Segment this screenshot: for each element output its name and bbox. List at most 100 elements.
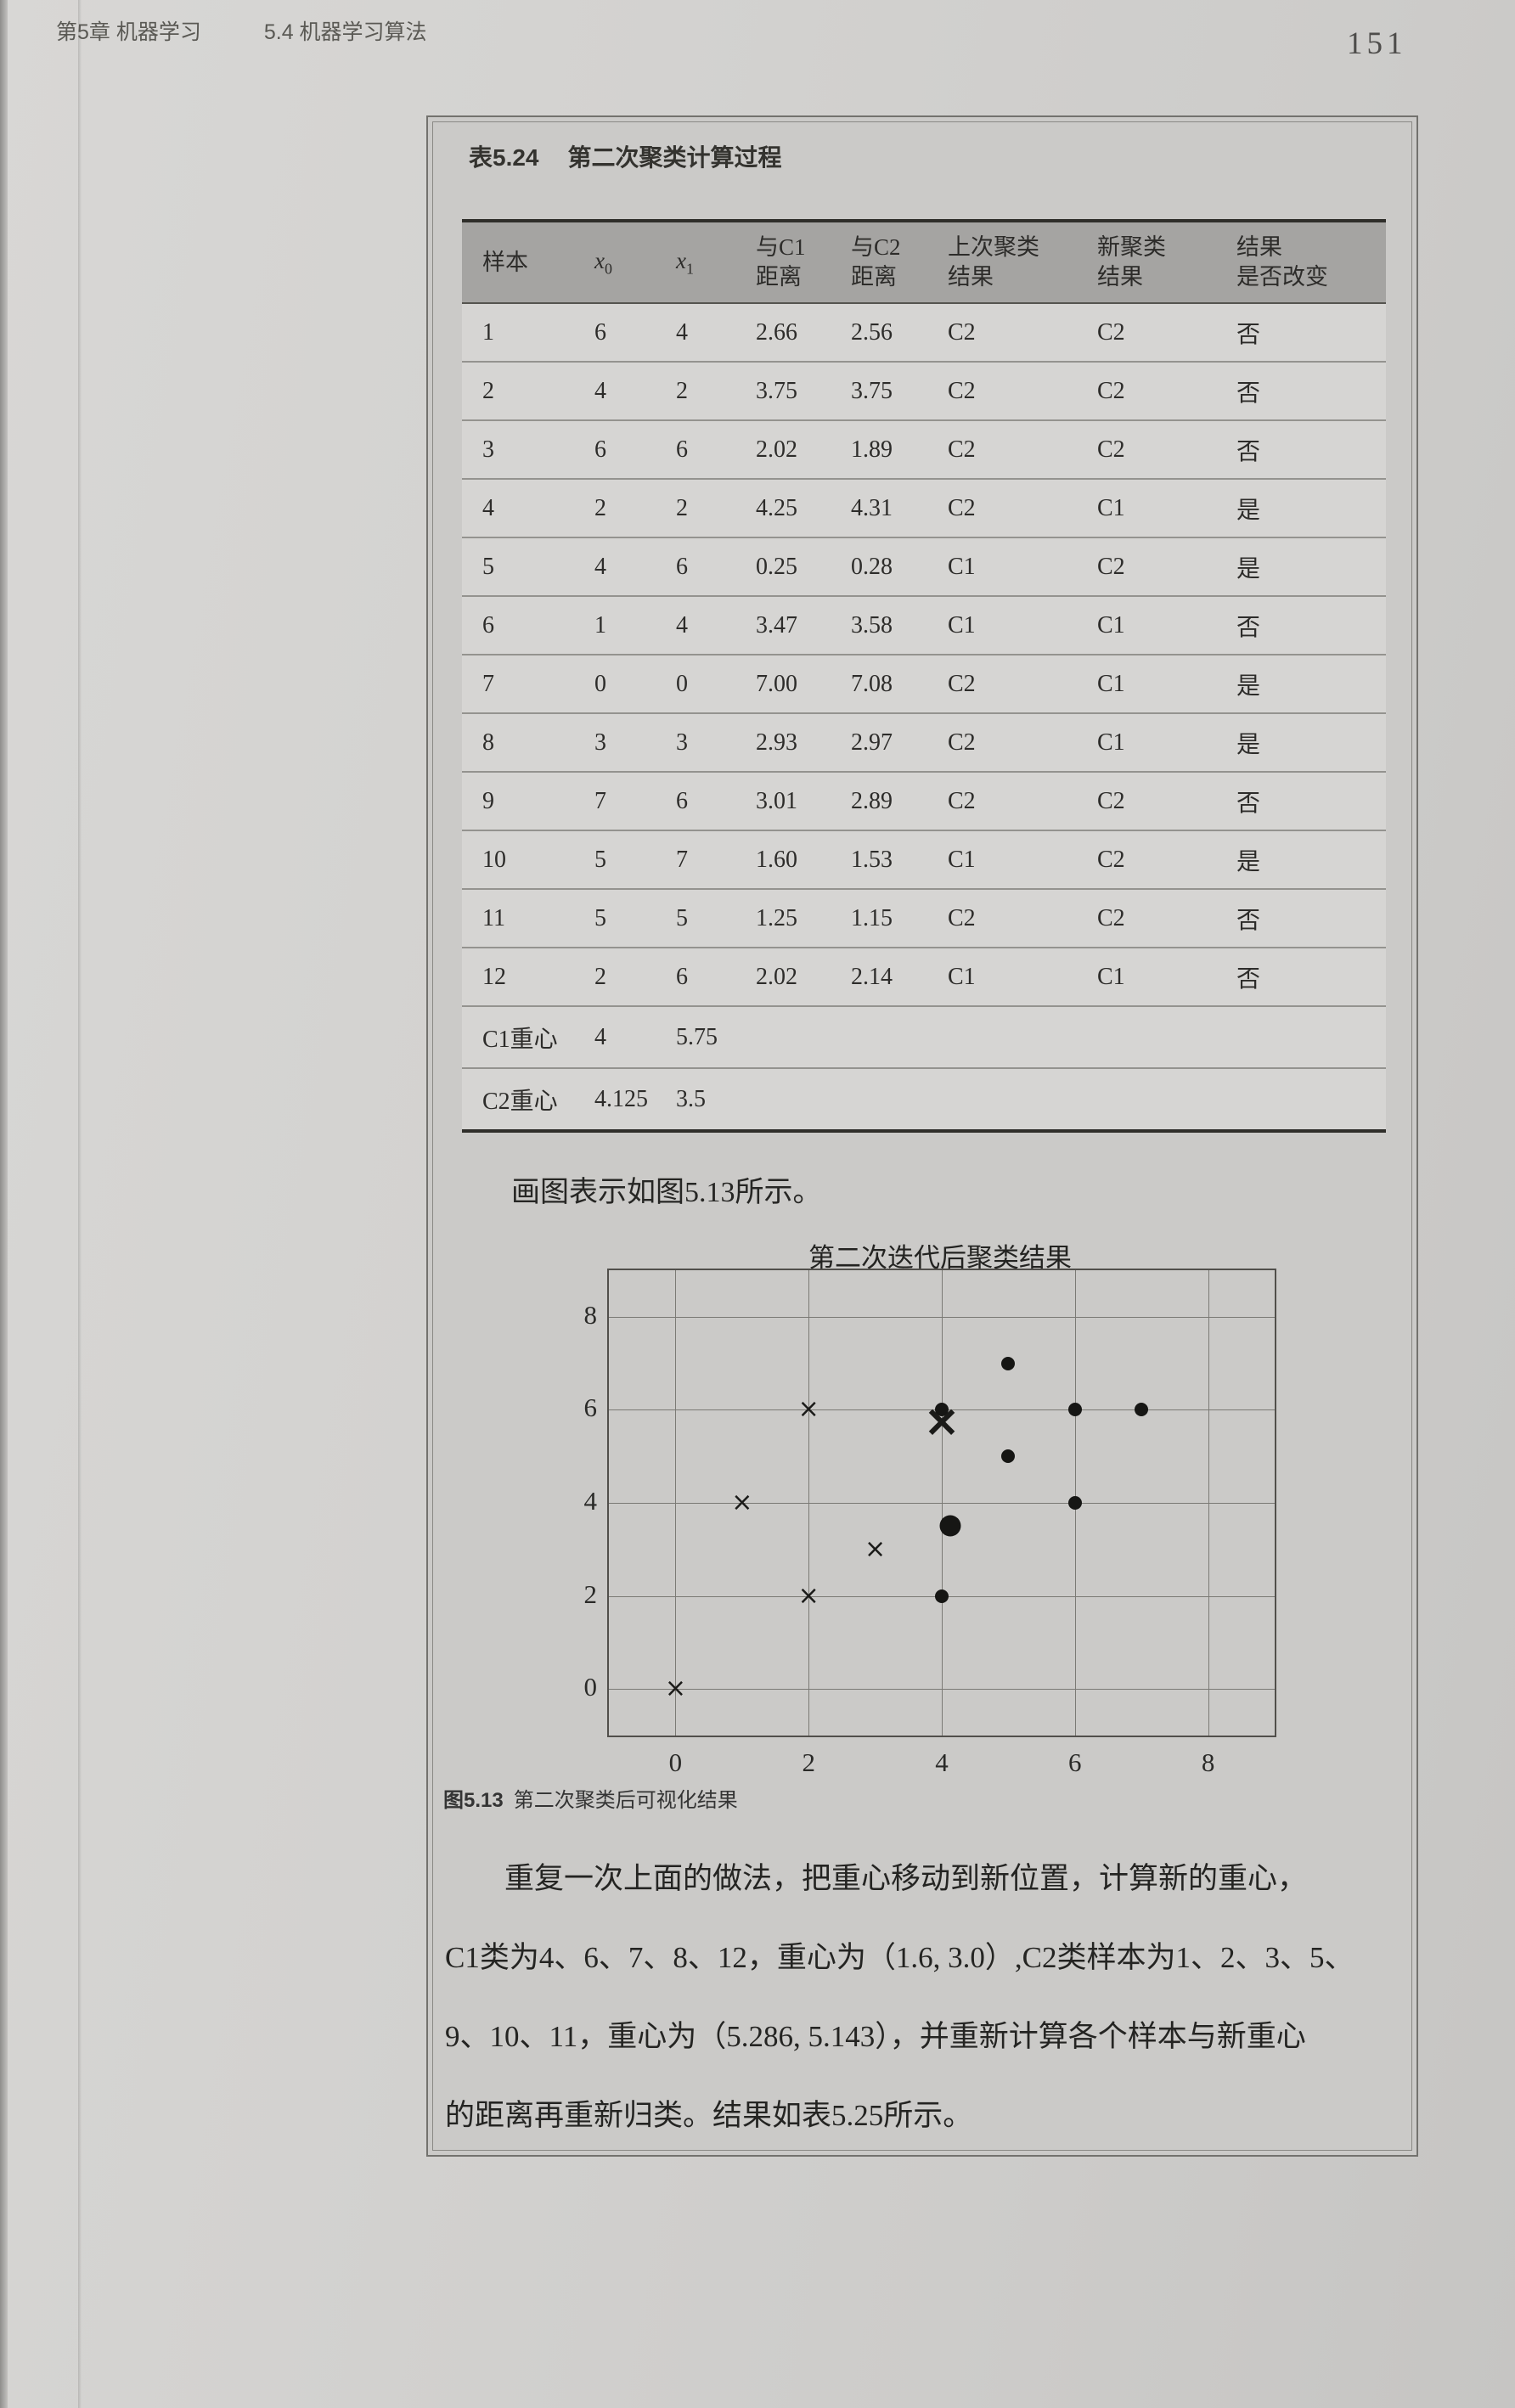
column-header: 新聚类 结果 xyxy=(1082,221,1221,305)
running-head: 第5章 机器学习 5.4 机器学习算法 xyxy=(56,15,427,46)
table-label: 表5.24 xyxy=(469,144,539,171)
table-title: 表5.24 第二次聚类计算过程 xyxy=(469,139,782,173)
column-header: x0 xyxy=(579,221,661,305)
figure-caption-label: 图5.13 xyxy=(443,1789,504,1812)
table-row: 6 1 4 3.47 3.58 C1 C1 否 xyxy=(462,596,1386,656)
column-header: x1 xyxy=(661,221,741,305)
data-point-C2样本 xyxy=(1135,1403,1149,1417)
table-cell: C1 xyxy=(1082,655,1221,715)
data-point-C1样本: × xyxy=(664,1674,686,1704)
table-cell: C2 xyxy=(1082,830,1221,891)
data-point-C1样本: × xyxy=(865,1533,887,1564)
table-cell: 否 xyxy=(1221,303,1386,363)
table-cell: 是 xyxy=(1221,655,1386,715)
table-cell: 7 xyxy=(661,830,741,891)
table-cell: 0 xyxy=(579,655,661,715)
table-cell: 0.25 xyxy=(741,537,836,598)
table-cell: 0 xyxy=(661,655,741,715)
table-cell: 2.56 xyxy=(836,303,932,363)
table-cell: 否 xyxy=(1221,362,1386,422)
table-cell: 5.75 xyxy=(661,1006,741,1070)
table-row: 9 7 6 3.01 2.89 C2 C2 否 xyxy=(462,772,1386,832)
table-cell: 2 xyxy=(661,362,741,422)
page-binding-edge xyxy=(0,0,8,2408)
table-cell: 7.00 xyxy=(741,655,836,715)
table-cell: 是 xyxy=(1221,830,1386,891)
table-cell: 0.28 xyxy=(836,537,932,598)
table-cell: 是 xyxy=(1221,537,1386,598)
table-cell: 3.47 xyxy=(741,596,836,656)
table-cell: 2 xyxy=(579,479,661,539)
table-cell xyxy=(932,1006,1082,1070)
table-row: 4 2 2 4.25 4.31 C2 C1 是 xyxy=(462,479,1386,539)
x-tick-label: 4 xyxy=(935,1747,949,1777)
data-point-C1重心: × xyxy=(923,1396,960,1448)
table-cell: C2 xyxy=(932,362,1082,422)
column-header: 样本 xyxy=(462,221,579,305)
table-row: 8 3 3 2.93 2.97 C2 C1 是 xyxy=(462,713,1386,774)
column-header: 上次聚类 结果 xyxy=(932,221,1082,305)
chapter-title: 第5章 机器学习 xyxy=(56,20,201,44)
data-point-C2样本 xyxy=(1001,1356,1016,1370)
table-cell: 4 xyxy=(661,303,741,363)
table-cell: 否 xyxy=(1221,596,1386,656)
lead-text: 画图表示如图5.13所示。 xyxy=(511,1177,822,1208)
centroid-row: C1重心 4 5.75 xyxy=(462,1006,1386,1070)
table-row: 10 5 7 1.60 1.53 C1 C2 是 xyxy=(462,830,1386,891)
table-cell: 1.15 xyxy=(836,889,932,949)
table-cell: 2.89 xyxy=(836,772,932,832)
table-cell: 7.08 xyxy=(836,655,932,715)
page-number: 151 xyxy=(1347,26,1407,61)
centroid-row: C2重心 4.125 3.5 xyxy=(462,1068,1386,1131)
table-cell: 5 xyxy=(579,889,661,949)
table-row: 3 6 6 2.02 1.89 C2 C2 否 xyxy=(462,420,1386,481)
data-point-C1样本: × xyxy=(731,1488,753,1517)
table-cell: 3 xyxy=(661,713,741,774)
x-tick-label: 8 xyxy=(1201,1747,1215,1777)
table-cell: 4 xyxy=(579,362,661,422)
figure-caption: 图5.13 第二次聚类后可视化结果 xyxy=(443,1783,738,1813)
x-tick-label: 2 xyxy=(802,1747,815,1777)
data-point-C2样本 xyxy=(935,1589,949,1603)
table-cell: 4.125 xyxy=(594,1085,648,1112)
clustering-table: 样本 x0 x1 与C1 距离 与C2 距离 上次聚类 结果 新聚类 结果 结果 是否改变 1… xyxy=(462,219,1386,1134)
table-cell: 6 xyxy=(661,420,741,481)
table-cell: 否 xyxy=(1221,948,1386,1008)
table-header: 样本 x0 x1 与C1 距离 与C2 距离 上次聚类 结果 新聚类 结果 结果 是否改变 xyxy=(462,221,1386,305)
y-gridline xyxy=(609,1503,1275,1504)
data-point-C2样本 xyxy=(935,1403,949,1417)
table-cell: 5 xyxy=(661,889,741,949)
table-cell: 3.58 xyxy=(836,596,932,656)
table-row: 2 4 2 3.75 3.75 C2 C2 否 xyxy=(462,362,1386,422)
table-header-row: 样本 x0 x1 与C1 距离 与C2 距离 上次聚类 结果 新聚类 结果 结果 是否改变 xyxy=(462,221,1386,305)
x-tick-label: 6 xyxy=(1068,1747,1082,1777)
figure-caption-text: 第二次聚类后可视化结果 xyxy=(513,1789,738,1812)
table-cell: 4 xyxy=(579,1006,661,1070)
table-cell: 9 xyxy=(462,772,579,832)
table-cell: C1 xyxy=(1082,596,1221,656)
table-cell xyxy=(741,1006,836,1070)
table-cell: C2 xyxy=(1082,772,1221,832)
table-cell: 是 xyxy=(1221,479,1386,539)
table-cell: C1 xyxy=(1082,948,1221,1008)
table-cell: C1 xyxy=(932,596,1082,656)
table-cell: 3.75 xyxy=(741,362,836,422)
table-cell: 4.25 xyxy=(741,479,836,539)
table-cell: C2 xyxy=(1082,420,1221,481)
table-cell: 1.60 xyxy=(741,830,836,891)
table-row: 7 0 0 7.00 7.08 C2 C1 是 xyxy=(462,655,1386,715)
y-tick-label: 4 xyxy=(583,1485,598,1516)
table-cell xyxy=(836,1068,932,1131)
table-cell: 4 xyxy=(661,596,741,656)
data-point-C2样本 xyxy=(1067,1403,1082,1417)
table-cell: 4 xyxy=(462,479,579,539)
table-cell: 4.31 xyxy=(836,479,932,539)
y-tick-label: 6 xyxy=(583,1392,598,1423)
table-row: 12 2 6 2.02 2.14 C1 C1 否 xyxy=(462,948,1386,1008)
table-cell: C2 xyxy=(932,479,1082,539)
y-gridline xyxy=(609,1316,1275,1318)
table-cell: 是 xyxy=(1221,713,1386,774)
table-cell xyxy=(1221,1068,1386,1131)
table-cell: C2 xyxy=(932,303,1082,363)
scatter-plot: 0 2 4 6 8 0 2 4 6 8 × × × × × × xyxy=(584,1269,1276,1777)
